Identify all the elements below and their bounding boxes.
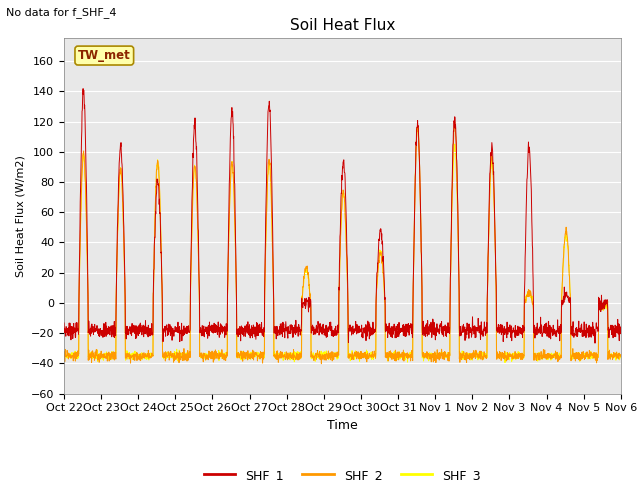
- Title: Soil Heat Flux: Soil Heat Flux: [290, 18, 395, 33]
- X-axis label: Time: Time: [327, 419, 358, 432]
- Text: TW_met: TW_met: [78, 49, 131, 62]
- Legend: SHF_1, SHF_2, SHF_3: SHF_1, SHF_2, SHF_3: [199, 464, 486, 480]
- Text: No data for f_SHF_4: No data for f_SHF_4: [6, 7, 117, 18]
- Y-axis label: Soil Heat Flux (W/m2): Soil Heat Flux (W/m2): [15, 155, 25, 277]
